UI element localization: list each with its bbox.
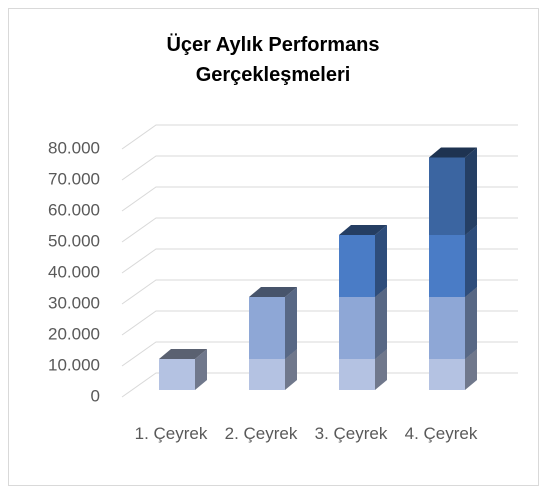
x-tick-label: 2. Çeyrek	[224, 424, 298, 443]
bar-top	[159, 349, 207, 359]
bar-front	[339, 359, 375, 390]
bar-side	[465, 287, 477, 359]
bar-side	[285, 349, 297, 390]
bar-front	[249, 359, 285, 390]
y-tick-label: 20.000	[48, 324, 100, 343]
bar-front	[429, 157, 465, 235]
bar-side	[465, 225, 477, 297]
bar-segment	[159, 349, 207, 390]
grid-line	[121, 310, 518, 336]
bar-side	[465, 147, 477, 235]
y-tick-label: 60.000	[48, 200, 100, 219]
grid-line	[121, 279, 518, 305]
y-tick-label: 30.000	[48, 293, 100, 312]
bar-segment	[429, 147, 477, 235]
bar-front	[429, 359, 465, 390]
grid-line	[121, 124, 518, 150]
bar-segment	[339, 287, 387, 359]
y-tick-label: 10.000	[48, 355, 100, 374]
bar-segment	[249, 287, 297, 359]
bar-front	[339, 297, 375, 359]
bar-front	[429, 297, 465, 359]
bar-top	[429, 147, 477, 158]
bar-segment	[339, 225, 387, 297]
grid-line	[121, 341, 518, 367]
grid-line	[121, 186, 518, 212]
bar-front	[429, 235, 465, 297]
y-tick-label: 70.000	[48, 169, 100, 188]
y-tick-label: 80.000	[48, 138, 100, 157]
y-tick-label: 50.000	[48, 231, 100, 250]
bar-segment	[429, 287, 477, 359]
bar-side	[375, 225, 387, 297]
bar-side	[285, 287, 297, 359]
bar-top	[339, 225, 387, 235]
bar-side	[375, 287, 387, 359]
grid-line	[121, 372, 518, 398]
bar-segment	[429, 225, 477, 297]
chart-title: Üçer Aylık Performans Gerçekleşmeleri	[166, 34, 380, 86]
bar-side	[195, 349, 207, 390]
bar-top	[249, 287, 297, 297]
y-tick-label: 40.000	[48, 262, 100, 281]
grid-line	[121, 155, 518, 181]
bar-front	[249, 297, 285, 359]
y-tick-label: 0	[91, 386, 100, 405]
grid-line	[121, 217, 518, 243]
bar-front	[339, 235, 375, 297]
x-tick-label: 3. Çeyrek	[314, 424, 388, 443]
bar-front	[159, 359, 195, 390]
bar-side	[375, 349, 387, 390]
grid-line	[121, 248, 518, 274]
x-tick-label: 4. Çeyrek	[404, 424, 478, 443]
x-tick-label: 1. Çeyrek	[134, 424, 208, 443]
bar-side	[465, 349, 477, 390]
